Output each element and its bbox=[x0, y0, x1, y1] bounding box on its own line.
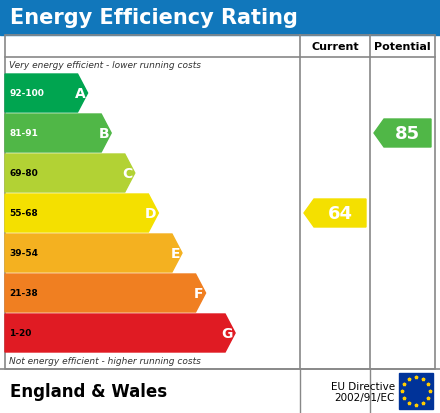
Bar bbox=[399, 373, 433, 409]
Text: C: C bbox=[123, 166, 133, 180]
Text: 39-54: 39-54 bbox=[9, 249, 38, 258]
Bar bbox=[5, 36, 435, 369]
Polygon shape bbox=[5, 115, 111, 153]
Text: B: B bbox=[99, 127, 109, 141]
Polygon shape bbox=[374, 120, 431, 147]
Text: 1-20: 1-20 bbox=[9, 329, 31, 338]
Text: Very energy efficient - lower running costs: Very energy efficient - lower running co… bbox=[9, 62, 201, 70]
Text: 64: 64 bbox=[327, 204, 352, 223]
Polygon shape bbox=[304, 199, 366, 228]
Polygon shape bbox=[5, 75, 88, 113]
Text: F: F bbox=[194, 286, 204, 300]
Text: Energy Efficiency Rating: Energy Efficiency Rating bbox=[10, 8, 298, 28]
Polygon shape bbox=[5, 274, 205, 312]
Text: Potential: Potential bbox=[374, 42, 431, 52]
Polygon shape bbox=[5, 154, 135, 192]
Bar bbox=[0, 0, 440, 36]
Text: 2002/91/EC: 2002/91/EC bbox=[335, 392, 395, 402]
Text: 69-80: 69-80 bbox=[9, 169, 38, 178]
Polygon shape bbox=[5, 195, 158, 233]
Text: E: E bbox=[170, 247, 180, 260]
Text: 85: 85 bbox=[395, 125, 420, 142]
Text: England & Wales: England & Wales bbox=[10, 382, 167, 400]
Text: A: A bbox=[75, 87, 86, 101]
Text: G: G bbox=[222, 326, 233, 340]
Text: 55-68: 55-68 bbox=[9, 209, 38, 218]
Text: Current: Current bbox=[311, 42, 359, 52]
Text: 81-91: 81-91 bbox=[9, 129, 38, 138]
Text: Not energy efficient - higher running costs: Not energy efficient - higher running co… bbox=[9, 357, 201, 366]
Text: D: D bbox=[145, 206, 156, 221]
Text: 92-100: 92-100 bbox=[9, 89, 44, 98]
Polygon shape bbox=[5, 235, 182, 272]
Text: 21-38: 21-38 bbox=[9, 289, 38, 298]
Text: EU Directive: EU Directive bbox=[331, 381, 395, 391]
Polygon shape bbox=[5, 314, 235, 352]
Bar bbox=[0, 369, 440, 413]
